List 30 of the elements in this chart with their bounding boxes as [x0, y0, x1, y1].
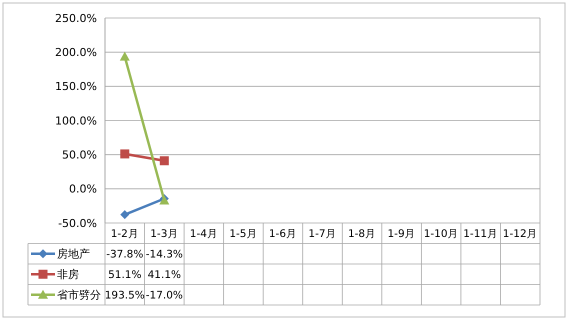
- y-tick-label: 50.0%: [62, 148, 97, 162]
- point: [120, 210, 130, 220]
- x-tick-label: 1-9月: [388, 228, 416, 240]
- x-tick-label: 1-7月: [308, 228, 337, 240]
- legend-label: 非房: [57, 268, 79, 282]
- x-tick-label: 1-5月: [229, 228, 258, 240]
- x-tick-label: 1-4月: [190, 228, 218, 240]
- y-tick-label: 100.0%: [55, 114, 97, 128]
- y-tick-label: -50.0%: [58, 216, 97, 230]
- x-tick-label: 1-6月: [268, 228, 298, 240]
- x-tick-label: 1-2月: [110, 228, 139, 240]
- data-label: 193.5%: [104, 289, 145, 302]
- x-tick-label: 1-3月: [150, 228, 178, 240]
- data-label: -17.0%: [146, 289, 183, 302]
- legend-label: 房地产: [57, 248, 90, 261]
- x-tick-label: 1-8月: [348, 228, 376, 240]
- data-label: 41.1%: [148, 268, 182, 281]
- x-tick-label: 1-11月: [463, 228, 498, 240]
- y-tick-label: 150.0%: [55, 80, 97, 94]
- data-label: 51.1%: [108, 268, 142, 281]
- x-tick-label: 1-12月: [502, 228, 538, 240]
- y-tick-label: 250.0%: [55, 12, 97, 25]
- y-tick-label: 0.0%: [69, 182, 97, 196]
- data-label: -14.3%: [146, 248, 183, 260]
- y-tick-label: 200.0%: [55, 46, 97, 60]
- point: [120, 149, 130, 158]
- x-tick-label: 1-10月: [424, 228, 459, 240]
- point: [160, 156, 169, 166]
- legend-label: 省市劈分: [57, 288, 101, 302]
- data-label: -37.8%: [106, 248, 144, 260]
